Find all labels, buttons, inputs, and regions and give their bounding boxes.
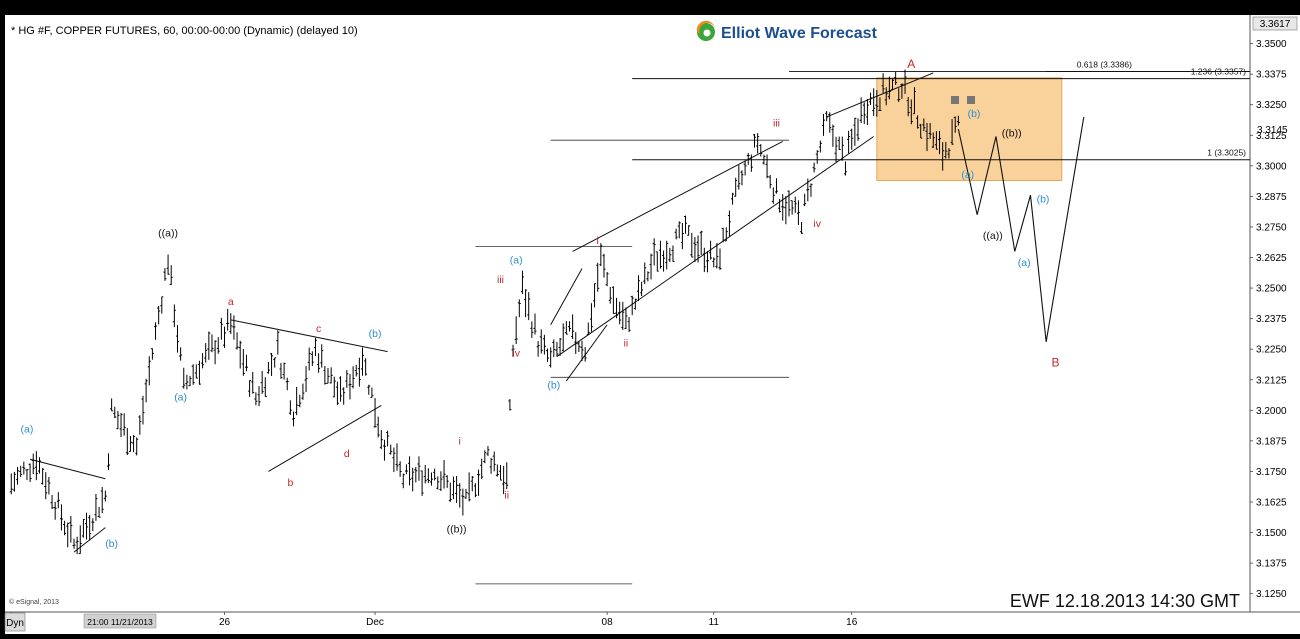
target-zone-box bbox=[876, 77, 1063, 182]
wave-label: (a) bbox=[1018, 257, 1031, 269]
y-tick-label: 3.3250 bbox=[1256, 100, 1287, 111]
wave-label: iv bbox=[813, 218, 821, 230]
symbol-header: * HG #F, COPPER FUTURES, 60, 00:00-00:00… bbox=[11, 25, 358, 37]
y-tick-label: 3.3375 bbox=[1256, 70, 1287, 81]
last-price-tag bbox=[1252, 16, 1298, 31]
dyn-mode-label: Dyn bbox=[6, 618, 24, 629]
ewf-logo: Elliot Wave Forecast bbox=[696, 20, 878, 42]
wave-label: iii bbox=[497, 274, 504, 286]
cursor-time-box bbox=[83, 613, 157, 629]
x-tick-label: 26 bbox=[219, 617, 231, 628]
dyn-mode-button[interactable] bbox=[4, 612, 26, 632]
y-tick-label: 3.2500 bbox=[1256, 284, 1287, 295]
wave-label: ((b)) bbox=[1002, 128, 1022, 140]
y-tick-label: 3.2000 bbox=[1256, 406, 1287, 417]
wave-label: (b) bbox=[105, 538, 118, 550]
marker-square-icon bbox=[951, 96, 959, 104]
target-zone-layer bbox=[876, 77, 1063, 182]
y-tick-label: 3.2125 bbox=[1256, 375, 1287, 386]
wave-label: i bbox=[459, 436, 461, 448]
channel-trend-line bbox=[550, 268, 583, 325]
marker-square-icon bbox=[967, 96, 975, 104]
y-tick-label: 3.1250 bbox=[1256, 589, 1287, 600]
y-tick-label: 3.1625 bbox=[1256, 497, 1287, 508]
wave-label: c bbox=[316, 323, 321, 335]
last-price-label: 3.3617 bbox=[1260, 19, 1291, 30]
ewf-timestamp-stamp: EWF 12.18.2013 14:30 GMT bbox=[1010, 591, 1240, 611]
y-tick-label: 3.1875 bbox=[1256, 436, 1287, 447]
time-axis bbox=[5, 612, 1300, 634]
wave-label: (b) bbox=[968, 108, 981, 120]
projection-path-line bbox=[957, 116, 1085, 342]
wave-label: (a) bbox=[510, 255, 523, 267]
fib-level-label: 1 (3.3025) bbox=[1207, 148, 1246, 158]
y-tick-label: 3.2375 bbox=[1256, 314, 1287, 325]
price-bars-layer bbox=[9, 69, 960, 555]
wave-label: (b) bbox=[369, 328, 382, 340]
plot-area bbox=[5, 15, 1250, 612]
y-tick-label: 3.1750 bbox=[1256, 467, 1287, 478]
channel-trend-line bbox=[29, 458, 106, 480]
wave-label: ii bbox=[504, 489, 509, 501]
wave-label: d bbox=[344, 448, 350, 460]
wave-label: ((a)) bbox=[158, 228, 178, 240]
wave-label: (a) bbox=[21, 423, 34, 435]
y-tick-label: 3.3125 bbox=[1256, 131, 1287, 142]
x-tick-label: Dec bbox=[366, 617, 384, 628]
y-tick-label: 3.3000 bbox=[1256, 161, 1287, 172]
cursor-time-label: 21:00 11/21/2013 bbox=[87, 617, 153, 627]
trend-lines-layer: 1.236 (3.3357)1 (3.3025)0.618 (3.3386) bbox=[29, 59, 1250, 585]
wave-label: a bbox=[228, 296, 234, 308]
channel-trend-line bbox=[572, 140, 783, 252]
copyright-text: © eSignal, 2013 bbox=[9, 598, 59, 606]
logo-globe-swirl-icon bbox=[696, 20, 715, 34]
channel-trend-line bbox=[565, 324, 608, 382]
wave-label: ii bbox=[624, 338, 629, 350]
y-tick-label: 3.1500 bbox=[1256, 528, 1287, 539]
axis-labels-layer: 3.1250 3.1375 3.1500 3.1625 3.1750 3.1875 3.20… bbox=[6, 39, 1287, 628]
x-tick-label: 11 bbox=[709, 617, 720, 628]
price-axis bbox=[1250, 15, 1300, 612]
wave-label: (b) bbox=[547, 379, 560, 391]
wave-label: (a) bbox=[174, 392, 187, 404]
y-tick-label: 3.2750 bbox=[1256, 222, 1287, 233]
channel-trend-line bbox=[230, 319, 388, 353]
wave-label: ((b)) bbox=[447, 524, 467, 536]
wave-label: ((a)) bbox=[983, 230, 1003, 242]
channel-trend-line bbox=[268, 404, 382, 472]
wave-label: (a) bbox=[961, 169, 974, 181]
logo-globe-core-icon bbox=[703, 29, 711, 37]
wave-label: (b) bbox=[1037, 194, 1050, 206]
wave-label: iv bbox=[512, 348, 520, 360]
logo-text: Elliot Wave Forecast bbox=[721, 25, 878, 42]
current-price-label: 3.3145 bbox=[1257, 125, 1288, 136]
wave-label: b bbox=[287, 477, 293, 489]
y-tick-label: 3.2875 bbox=[1256, 192, 1287, 203]
y-tick-label: 3.3500 bbox=[1256, 39, 1287, 50]
x-tick-label: 16 bbox=[846, 617, 858, 628]
x-tick-label: 08 bbox=[602, 617, 614, 628]
wave-labels-layer: (a)(b)((a))(a)abcd(b)((b))iiiiiiiv(a)(b)… bbox=[21, 57, 1060, 550]
projection-layer bbox=[957, 116, 1085, 342]
channel-trend-line bbox=[826, 72, 934, 118]
wave-label: A bbox=[907, 57, 915, 71]
y-tick-label: 3.2250 bbox=[1256, 345, 1287, 356]
y-tick-label: 3.2625 bbox=[1256, 253, 1287, 264]
channel-trend-line bbox=[556, 136, 874, 357]
y-tick-label: 3.1375 bbox=[1256, 559, 1287, 570]
wave-label: i bbox=[597, 235, 599, 247]
fib-level-label: 0.618 (3.3386) bbox=[1077, 59, 1132, 69]
wave-label: iii bbox=[773, 118, 780, 130]
wave-label: B bbox=[1052, 355, 1060, 369]
